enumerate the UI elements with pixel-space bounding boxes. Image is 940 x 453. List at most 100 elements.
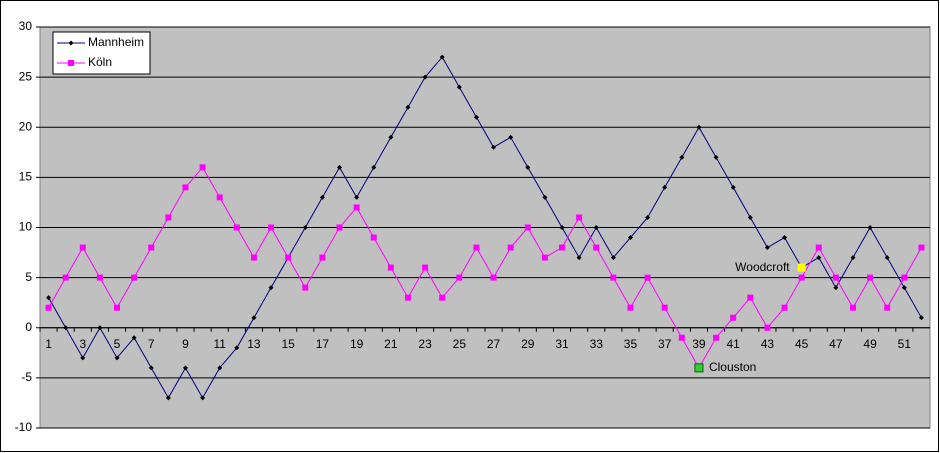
y-tick-label: -10 bbox=[15, 420, 33, 434]
marker bbox=[576, 214, 583, 221]
y-tick-label: 25 bbox=[19, 69, 33, 83]
x-tick-label: 29 bbox=[521, 337, 535, 351]
y-tick-label: -5 bbox=[21, 370, 32, 384]
marker bbox=[662, 184, 668, 190]
marker bbox=[387, 264, 394, 271]
y-tick-label: 30 bbox=[19, 19, 33, 33]
marker bbox=[63, 325, 69, 331]
x-tick-label: 33 bbox=[590, 337, 604, 351]
x-tick-label: 13 bbox=[247, 337, 261, 351]
marker bbox=[901, 274, 908, 281]
marker bbox=[541, 254, 548, 261]
marker bbox=[319, 194, 325, 200]
x-tick-label: 35 bbox=[624, 337, 638, 351]
marker bbox=[302, 225, 308, 230]
x-tick-label: 39 bbox=[692, 337, 706, 351]
marker bbox=[849, 304, 856, 311]
marker bbox=[867, 225, 873, 230]
marker bbox=[182, 184, 189, 191]
x-tick-label: 47 bbox=[829, 337, 843, 351]
marker bbox=[200, 395, 206, 401]
marker bbox=[764, 324, 771, 331]
x-tick-label: 9 bbox=[182, 337, 189, 351]
marker bbox=[559, 244, 566, 251]
x-tick-label: 31 bbox=[555, 337, 569, 351]
marker bbox=[850, 255, 856, 261]
marker bbox=[524, 224, 531, 231]
marker bbox=[336, 224, 343, 231]
x-tick-label: 37 bbox=[658, 337, 672, 351]
marker bbox=[525, 164, 531, 170]
x-tick-label: 15 bbox=[281, 337, 295, 351]
marker bbox=[610, 255, 616, 261]
marker bbox=[165, 214, 172, 221]
marker bbox=[217, 365, 223, 371]
x-tick-label: 7 bbox=[148, 337, 155, 351]
marker bbox=[781, 304, 788, 311]
marker bbox=[713, 334, 720, 341]
marker bbox=[46, 295, 52, 301]
marker bbox=[268, 224, 275, 231]
x-tick-label: 19 bbox=[350, 337, 364, 351]
marker bbox=[337, 164, 343, 170]
marker bbox=[644, 274, 651, 281]
marker bbox=[79, 244, 86, 251]
marker bbox=[285, 254, 292, 261]
x-tick-label: 1 bbox=[45, 337, 52, 351]
marker bbox=[645, 214, 651, 220]
marker bbox=[456, 84, 462, 90]
marker bbox=[97, 325, 103, 331]
marker bbox=[747, 294, 754, 301]
y-tick-label: 5 bbox=[25, 270, 32, 284]
marker bbox=[491, 144, 497, 150]
marker bbox=[678, 334, 685, 341]
y-tick-label: 10 bbox=[19, 220, 33, 234]
marker bbox=[182, 365, 188, 371]
marker bbox=[661, 304, 668, 311]
marker bbox=[354, 194, 360, 200]
x-tick-label: 5 bbox=[114, 337, 121, 351]
marker bbox=[901, 285, 907, 291]
legend-label: Mannheim bbox=[88, 35, 144, 49]
marker bbox=[730, 184, 736, 190]
y-tick-label: 0 bbox=[25, 320, 32, 334]
x-tick-label: 17 bbox=[316, 337, 330, 351]
marker bbox=[627, 235, 633, 241]
marker bbox=[96, 274, 103, 281]
x-tick-label: 21 bbox=[384, 337, 398, 351]
marker bbox=[816, 255, 822, 261]
marker bbox=[918, 244, 925, 251]
marker bbox=[165, 395, 171, 401]
series-line bbox=[48, 166, 922, 369]
marker bbox=[867, 274, 874, 281]
marker bbox=[884, 304, 891, 311]
annotation-marker bbox=[797, 263, 806, 272]
legend-box bbox=[52, 31, 151, 75]
y-tick-label: 20 bbox=[19, 119, 33, 133]
marker bbox=[216, 194, 223, 201]
x-tick-label: 51 bbox=[898, 337, 912, 351]
marker bbox=[610, 274, 617, 281]
marker bbox=[456, 274, 463, 281]
marker bbox=[593, 225, 599, 230]
marker bbox=[747, 214, 753, 220]
x-tick-label: 3 bbox=[79, 337, 86, 351]
marker bbox=[473, 244, 480, 251]
x-tick-label: 27 bbox=[487, 337, 501, 351]
marker bbox=[764, 245, 770, 251]
marker bbox=[593, 244, 600, 251]
x-tick-label: 41 bbox=[726, 337, 740, 351]
legend-label: Köln bbox=[88, 55, 112, 69]
annotation-label: Woodcroft bbox=[735, 260, 790, 274]
marker bbox=[713, 154, 719, 160]
marker bbox=[473, 114, 479, 120]
x-tick-label: 25 bbox=[453, 337, 467, 351]
annotation-marker bbox=[694, 363, 704, 373]
x-tick-label: 49 bbox=[863, 337, 877, 351]
marker bbox=[319, 254, 326, 261]
marker bbox=[388, 134, 394, 140]
marker bbox=[251, 315, 257, 321]
marker bbox=[250, 254, 257, 261]
marker bbox=[233, 224, 240, 231]
